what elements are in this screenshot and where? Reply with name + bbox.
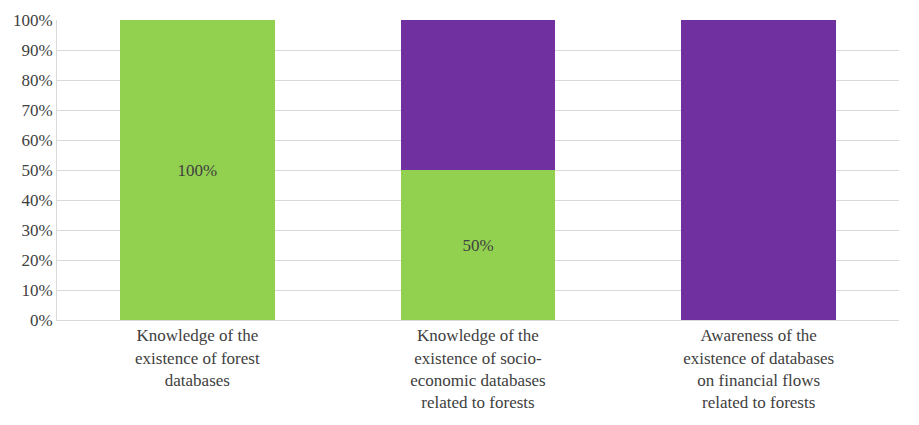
svg-text:Knowledge of theexistence of f: Knowledge of theexistence of forestdatab…	[135, 326, 260, 389]
svg-text:0%: 0%	[30, 311, 53, 330]
svg-text:50%: 50%	[462, 236, 493, 255]
svg-text:100%: 100%	[13, 11, 53, 30]
svg-text:Awareness of theexistence of d: Awareness of theexistence of databaseson…	[683, 326, 834, 411]
svg-text:Knowledge of theexistence of s: Knowledge of theexistence of socio-econo…	[410, 326, 545, 411]
svg-text:70%: 70%	[21, 101, 52, 120]
svg-text:20%: 20%	[21, 251, 52, 270]
svg-text:90%: 90%	[21, 41, 52, 60]
svg-text:10%: 10%	[21, 281, 52, 300]
svg-text:40%: 40%	[21, 191, 52, 210]
svg-text:60%: 60%	[21, 131, 52, 150]
svg-text:80%: 80%	[21, 71, 52, 90]
svg-text:50%: 50%	[21, 161, 52, 180]
svg-text:30%: 30%	[21, 221, 52, 240]
svg-text:100%: 100%	[177, 161, 217, 180]
